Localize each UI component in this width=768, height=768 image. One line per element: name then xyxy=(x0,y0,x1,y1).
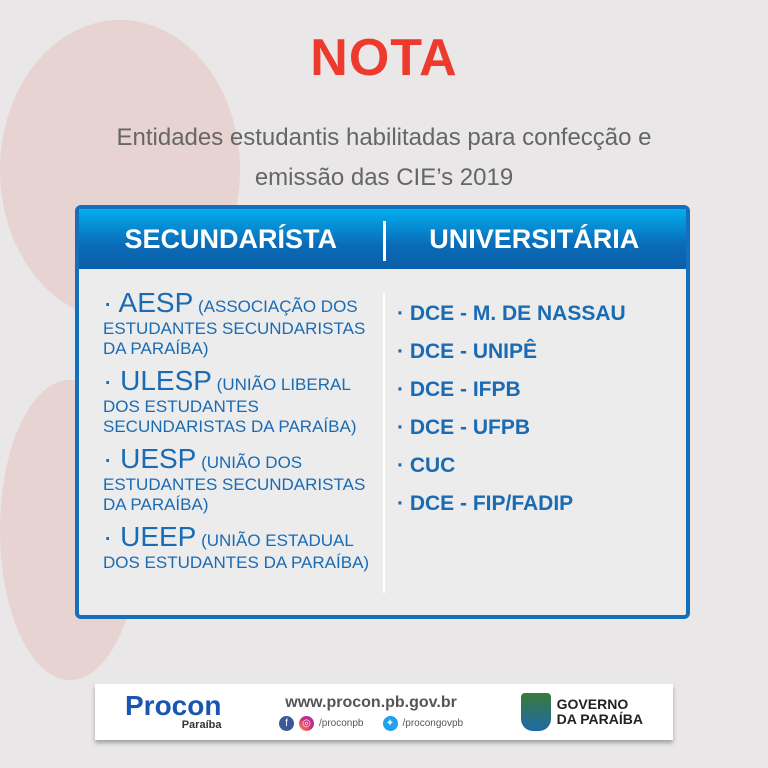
header-divider xyxy=(383,221,386,261)
subtitle-line: Entidades estudantis habilitadas para co… xyxy=(116,124,652,151)
list-item: · DCE - M. DE NASSAU xyxy=(397,302,626,325)
logo-subtext: Paraíba xyxy=(181,718,222,731)
acronym: · AESP xyxy=(103,287,194,318)
universitaria-list: · DCE - M. DE NASSAU · DCE - UNIPÊ · DCE… xyxy=(397,301,682,529)
list-item: · DCE - UFPB xyxy=(397,416,530,439)
column-divider xyxy=(383,293,385,593)
instagram-icon[interactable]: ◎ xyxy=(299,715,315,731)
list-item: · DCE - IFPB xyxy=(397,378,521,401)
acronym: · UEEP xyxy=(103,521,197,552)
acronym: · UESP xyxy=(103,443,197,474)
list-item: · UESP (UNIÃO DOS ESTUDANTES SECUNDARIST… xyxy=(103,443,375,515)
facebook-icon[interactable]: f xyxy=(279,715,295,731)
page-title: NOTA xyxy=(310,29,458,87)
acronym: · ULESP xyxy=(103,365,212,396)
procon-logo: Procon Paraíba xyxy=(125,689,222,732)
website-link[interactable]: www.procon.pb.gov.br xyxy=(285,693,457,711)
gov-line: DA PARAÍBA xyxy=(556,711,643,727)
description: (UNIÃO DOS ESTUDANTES SECUNDARISTAS DA P… xyxy=(103,453,366,514)
list-item: · AESP (ASSOCIAÇÃO DOS ESTUDANTES SECUND… xyxy=(103,287,375,359)
list-item: · DCE - FIP/FADIP xyxy=(397,492,574,515)
gov-line: GOVERNO xyxy=(556,696,629,712)
logo-text: Procon xyxy=(125,689,222,721)
contact-info: www.procon.pb.gov.br f ◎ /proconpb ✦ /pr… xyxy=(279,694,463,731)
description: (ASSOCIAÇÃO DOS ESTUDANTES SECUNDARISTAS… xyxy=(103,297,366,358)
twitter-icon[interactable]: ✦ xyxy=(382,715,398,731)
footer: Procon Paraíba www.procon.pb.gov.br f ◎ /… xyxy=(95,684,673,740)
instagram-handle[interactable]: /proconpb xyxy=(319,717,364,729)
entities-table: SECUNDARÍSTA UNIVERSITÁRIA · AESP (ASSOC… xyxy=(75,205,690,619)
table-header: SECUNDARÍSTA UNIVERSITÁRIA xyxy=(79,209,686,269)
description: (UNIÃO ESTADUAL DOS ESTUDANTES DA PARAÍB… xyxy=(103,531,370,572)
twitter-handle[interactable]: /procongovpb xyxy=(402,717,464,729)
governo-logo: GOVERNO DA PARAÍBA xyxy=(520,693,643,731)
list-item: · CUC xyxy=(397,454,456,477)
subtitle: Entidades estudantis habilitadas para co… xyxy=(60,118,708,198)
subtitle-line: emissão das CIE’s 2019 xyxy=(254,164,514,191)
list-item: · DCE - UNIPÊ xyxy=(397,340,538,363)
description: (UNIÃO LIBERAL DOS ESTUDANTES SECUNDARIS… xyxy=(103,375,357,436)
header-universitaria: UNIVERSITÁRIA xyxy=(429,223,640,254)
crest-icon xyxy=(520,693,551,731)
list-item: · ULESP (UNIÃO LIBERAL DOS ESTUDANTES SE… xyxy=(103,365,375,437)
list-item: · UEEP (UNIÃO ESTADUAL DOS ESTUDANTES DA… xyxy=(103,521,375,573)
header-secundarista: SECUNDARÍSTA xyxy=(124,223,337,254)
secundarista-list: · AESP (ASSOCIAÇÃO DOS ESTUDANTES SECUND… xyxy=(103,287,375,579)
